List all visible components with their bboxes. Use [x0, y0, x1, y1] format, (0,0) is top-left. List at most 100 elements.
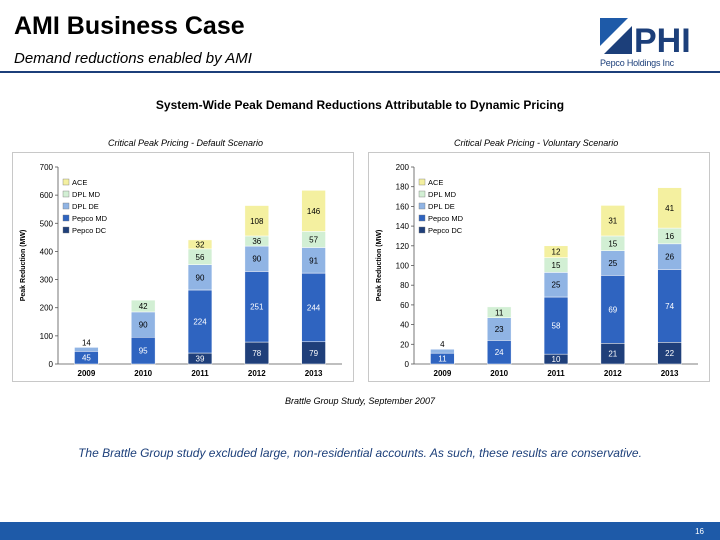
right-data-label: 69	[608, 305, 617, 314]
left-data-label: 79	[309, 349, 318, 358]
left-data-label: 95	[139, 347, 148, 356]
left-y-tick-label: 700	[40, 163, 54, 172]
left-legend-label: DPL MD	[72, 190, 101, 199]
right-y-tick-label: 180	[396, 183, 410, 192]
left-legend-label: Pepco MD	[72, 214, 108, 223]
left-x-tick-label: 2013	[305, 369, 323, 378]
left-data-label: 90	[139, 321, 148, 330]
right-y-tick-label: 140	[396, 222, 410, 231]
left-data-label: 45	[82, 354, 91, 363]
left-legend-swatch	[62, 226, 70, 234]
right-y-tick-label: 20	[400, 340, 409, 349]
chart-left-frame	[12, 152, 354, 382]
right-data-label: 4	[440, 340, 445, 349]
right-legend-label: DPL DE	[428, 202, 455, 211]
source-note: Brattle Group Study, September 2007	[285, 396, 435, 406]
right-y-tick-label: 200	[396, 163, 410, 172]
left-data-label: 56	[196, 253, 205, 262]
left-bar-ace	[187, 239, 213, 250]
chart-right-title: Critical Peak Pricing - Voluntary Scenar…	[454, 138, 619, 148]
right-data-label: 15	[552, 261, 561, 270]
right-legend-swatch	[418, 226, 426, 234]
slide-subtitle: Demand reductions enabled by AMI	[14, 50, 252, 67]
left-y-tick-label: 500	[40, 219, 54, 228]
slide-title: AMI Business Case	[14, 12, 245, 40]
left-data-label: 32	[196, 240, 205, 249]
left-x-tick-label: 2011	[191, 369, 209, 378]
left-legend-swatch	[62, 214, 70, 222]
left-data-label: 244	[307, 303, 321, 312]
right-data-label: 25	[608, 259, 617, 268]
right-y-tick-label: 80	[400, 281, 409, 290]
left-data-label: 42	[139, 302, 148, 311]
right-data-label: 41	[665, 204, 674, 213]
right-data-label: 25	[552, 281, 561, 290]
left-legend-label: Pepco DC	[72, 226, 107, 235]
page-number: 16	[695, 527, 704, 536]
right-data-label: 12	[552, 248, 561, 257]
right-y-tick-label: 40	[400, 321, 409, 330]
left-data-label: 39	[196, 355, 205, 364]
right-legend-swatch	[418, 178, 426, 186]
logo-text: PHI	[634, 22, 691, 60]
right-legend-swatch	[418, 190, 426, 198]
footnote: The Brattle Group study excluded large, …	[78, 446, 642, 460]
left-legend-swatch	[62, 190, 70, 198]
right-y-tick-label: 100	[396, 262, 410, 271]
right-bar-dpl-md	[487, 306, 512, 318]
right-data-label: 74	[665, 302, 674, 311]
left-bar-ace	[244, 205, 269, 237]
phi-logo: PHI	[600, 18, 691, 60]
chart-right-frame	[368, 152, 710, 382]
right-legend-label: DPL MD	[428, 190, 457, 199]
right-bar-ace	[600, 205, 625, 237]
right-legend-label: ACE	[428, 178, 443, 187]
right-legend-swatch	[418, 202, 426, 210]
left-data-label: 90	[196, 273, 205, 282]
left-data-label: 146	[307, 207, 321, 216]
left-legend-swatch	[62, 178, 70, 186]
right-data-label: 21	[608, 350, 617, 359]
left-x-tick-label: 2012	[248, 369, 266, 378]
left-x-tick-label: 2009	[78, 369, 96, 378]
right-x-tick-label: 2009	[434, 369, 452, 378]
right-bar-dpl-de	[430, 348, 455, 354]
footer-bar	[0, 522, 720, 540]
right-data-label: 11	[495, 308, 504, 317]
chart-left: 0 100 200 300 400 500 600 700 Peak Reduction (MW…	[20, 163, 342, 378]
chart-left-title: Critical Peak Pricing - Default Scenario	[108, 138, 264, 148]
chart-right: 0 20 40 60 80 100 120 140 160 180 200 Peak Reductio…	[376, 163, 698, 378]
right-data-label: 31	[608, 217, 617, 226]
chart-main-title: System-Wide Peak Demand Reductions Attri…	[155, 98, 565, 112]
right-data-label: 15	[608, 239, 617, 248]
right-data-label: 16	[665, 232, 674, 241]
right-data-label: 22	[665, 349, 674, 358]
right-y-tick-label: 0	[405, 360, 410, 369]
right-y-tick-label: 160	[396, 202, 410, 211]
left-data-label: 91	[309, 256, 318, 265]
left-y-axis-label: Peak Reduction (MW)	[20, 230, 27, 302]
left-y-tick-label: 100	[40, 332, 54, 341]
left-data-label: 108	[250, 217, 264, 226]
right-legend-label: Pepco DC	[428, 226, 463, 235]
left-y-tick-label: 400	[40, 247, 54, 256]
right-y-tick-label: 120	[396, 242, 410, 251]
right-data-label: 11	[438, 355, 447, 364]
left-legend-label: ACE	[72, 178, 87, 187]
left-data-label: 14	[82, 338, 91, 347]
right-x-tick-label: 2010	[490, 369, 508, 378]
left-data-label: 90	[252, 255, 261, 264]
right-x-tick-label: 2012	[604, 369, 622, 378]
left-y-tick-label: 600	[40, 191, 54, 200]
left-bar-dpl-md	[131, 299, 156, 313]
right-data-label: 26	[665, 253, 674, 262]
right-bar-ace	[657, 187, 682, 229]
right-y-axis-label: Peak Reduction (MW)	[376, 230, 383, 302]
left-data-label: 251	[250, 303, 264, 312]
right-data-label: 24	[495, 348, 504, 357]
left-y-tick-label: 200	[40, 304, 54, 313]
right-data-label: 23	[495, 325, 504, 334]
logo-tagline: Pepco Holdings Inc	[600, 58, 674, 68]
left-data-label: 78	[252, 349, 261, 358]
logo-mark-shape-2	[604, 26, 632, 54]
